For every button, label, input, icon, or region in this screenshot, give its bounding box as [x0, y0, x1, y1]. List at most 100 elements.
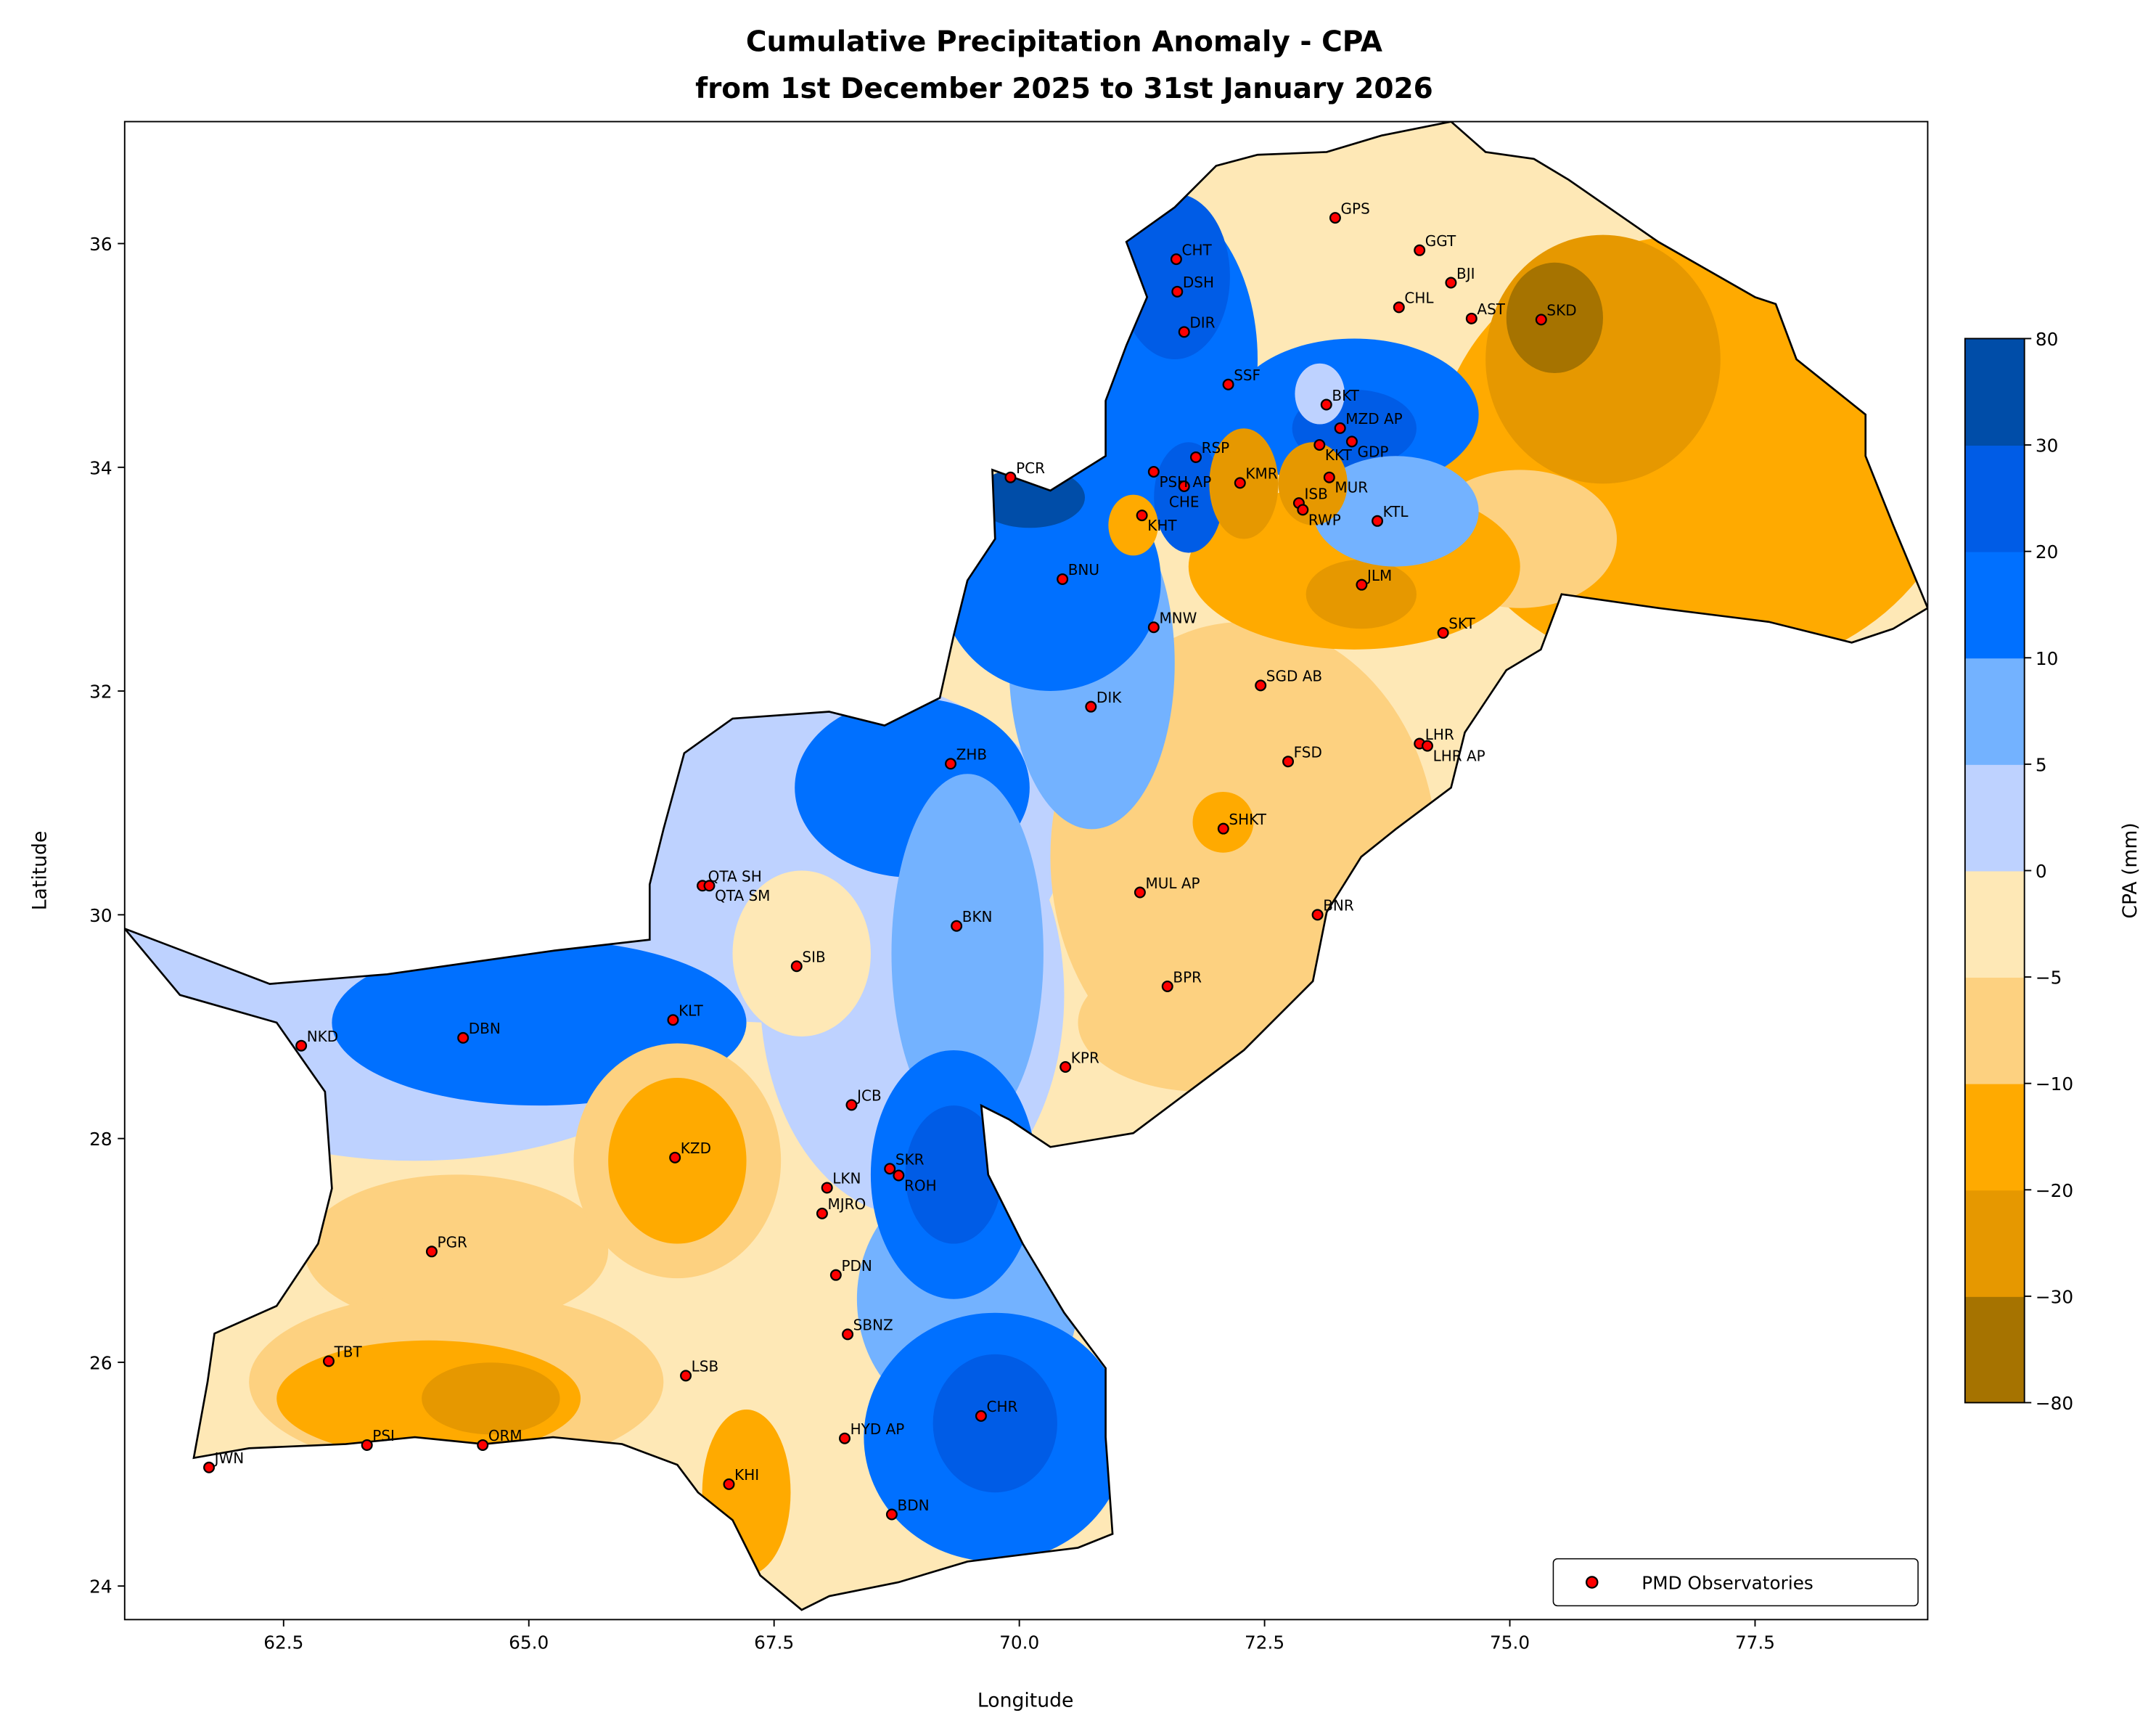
x-tick-label: 65.0 — [509, 1632, 549, 1653]
station-label: PSI — [372, 1427, 395, 1444]
station-marker — [1161, 981, 1173, 992]
station-label: LSB — [692, 1358, 719, 1375]
station-label: MZD AP — [1345, 410, 1402, 428]
station-marker — [1147, 621, 1160, 634]
station-label: LHR — [1425, 726, 1454, 743]
station-label: BPR — [1173, 968, 1202, 986]
station-label: LKN — [832, 1170, 861, 1187]
station-label: MJRO — [828, 1195, 866, 1213]
colorbar-segment — [1964, 764, 2025, 872]
station-marker — [1297, 504, 1309, 516]
station-marker — [1445, 277, 1457, 289]
station-marker — [1147, 465, 1160, 478]
y-tick-label: 24 — [89, 1576, 112, 1598]
station-marker — [1134, 886, 1146, 899]
station-label: ZHB — [956, 746, 987, 764]
station-marker — [1356, 578, 1368, 591]
station-marker — [680, 1370, 692, 1382]
station-label: GDP — [1358, 443, 1389, 460]
station-marker — [1057, 573, 1069, 585]
station-label: JLM — [1366, 567, 1392, 584]
station-marker — [1222, 378, 1234, 390]
station-label: KPR — [1071, 1049, 1099, 1066]
station-label: BJI — [1456, 265, 1475, 282]
station-label: BKN — [962, 908, 993, 925]
station-marker — [1085, 700, 1097, 713]
contour-region — [1485, 234, 1721, 484]
station-label: SKD — [1546, 302, 1576, 319]
legend-label: PMD Observatories — [1641, 1573, 1813, 1594]
y-axis-label: Latitude — [28, 831, 51, 911]
station-label: JWN — [213, 1449, 245, 1467]
station-marker — [1234, 477, 1246, 489]
station-marker — [203, 1461, 216, 1473]
station-label: MNW — [1159, 610, 1197, 627]
station-label: MUL AP — [1146, 875, 1200, 892]
y-tick-label: 30 — [89, 905, 112, 926]
contour-region — [1108, 494, 1158, 556]
station-label: JCB — [856, 1087, 882, 1105]
station-marker — [1189, 451, 1202, 463]
station-label: KMR — [1245, 465, 1277, 483]
contour-region — [1192, 791, 1254, 853]
station-marker — [1465, 312, 1477, 324]
colorbar-tick-label: −5 — [2036, 968, 2062, 989]
x-tick-label: 72.5 — [1245, 1632, 1284, 1653]
station-label: QTA SM — [715, 887, 770, 904]
colorbar-segment — [1964, 338, 2025, 446]
contour-region — [1119, 193, 1230, 360]
station-marker — [1255, 679, 1267, 692]
station-label: CHL — [1404, 290, 1434, 307]
station-marker — [1178, 326, 1190, 338]
chart-subtitle: from 1st December 2025 to 31st January 2… — [695, 73, 1433, 105]
colorbar-tick-label: 30 — [2036, 435, 2059, 457]
station-marker — [1178, 480, 1190, 493]
x-tick-label: 77.5 — [1735, 1632, 1775, 1653]
station-label: SKR — [895, 1151, 925, 1169]
station-label: KHI — [734, 1466, 759, 1484]
station-marker — [816, 1207, 828, 1219]
station-label: PDN — [841, 1257, 872, 1275]
station-marker — [951, 920, 963, 932]
station-marker — [893, 1169, 905, 1182]
station-marker — [1136, 510, 1148, 522]
station-label: CHE — [1169, 494, 1200, 511]
colorbar-tick-label: −20 — [2036, 1180, 2073, 1201]
station-label: SIB — [802, 949, 825, 966]
station-marker — [425, 1246, 438, 1258]
station-marker — [829, 1269, 842, 1281]
x-tick-label: 62.5 — [263, 1632, 303, 1653]
chart-title: Cumulative Precipitation Anomaly - CPA — [746, 25, 1382, 58]
station-marker — [1334, 422, 1346, 434]
station-marker — [669, 1151, 681, 1163]
station-label: AST — [1477, 300, 1505, 318]
colorbar-tick-label: 0 — [2036, 861, 2047, 882]
y-tick-label: 28 — [89, 1129, 112, 1150]
station-marker — [1004, 471, 1017, 483]
colorbar-segment — [1964, 870, 2025, 978]
station-marker — [1311, 909, 1324, 921]
station-label: MUR — [1335, 479, 1368, 496]
station-marker — [1171, 285, 1184, 298]
legend: PMD Observatories — [1552, 1558, 1919, 1607]
station-marker — [790, 960, 803, 973]
station-marker — [884, 1163, 896, 1175]
station-label: SGD AB — [1266, 668, 1322, 685]
station-label: KZD — [681, 1140, 711, 1157]
country-border — [124, 121, 1928, 1611]
colorbar-label: CPA (mm) — [2119, 822, 2141, 918]
contour-region — [422, 1362, 560, 1435]
x-axis-label: Longitude — [977, 1689, 1074, 1711]
station-marker — [667, 1014, 679, 1026]
y-tick-label: 34 — [89, 457, 112, 478]
station-label: BNR — [1323, 897, 1354, 915]
station-label: BNU — [1068, 561, 1099, 578]
station-marker — [1323, 471, 1335, 483]
y-tick-label: 32 — [89, 682, 112, 703]
contour-region — [1295, 363, 1345, 425]
station-marker — [839, 1432, 851, 1444]
station-label: DIK — [1097, 689, 1122, 706]
station-label: RSP — [1202, 439, 1230, 457]
station-marker — [1320, 398, 1332, 411]
contour-region — [304, 1174, 609, 1327]
